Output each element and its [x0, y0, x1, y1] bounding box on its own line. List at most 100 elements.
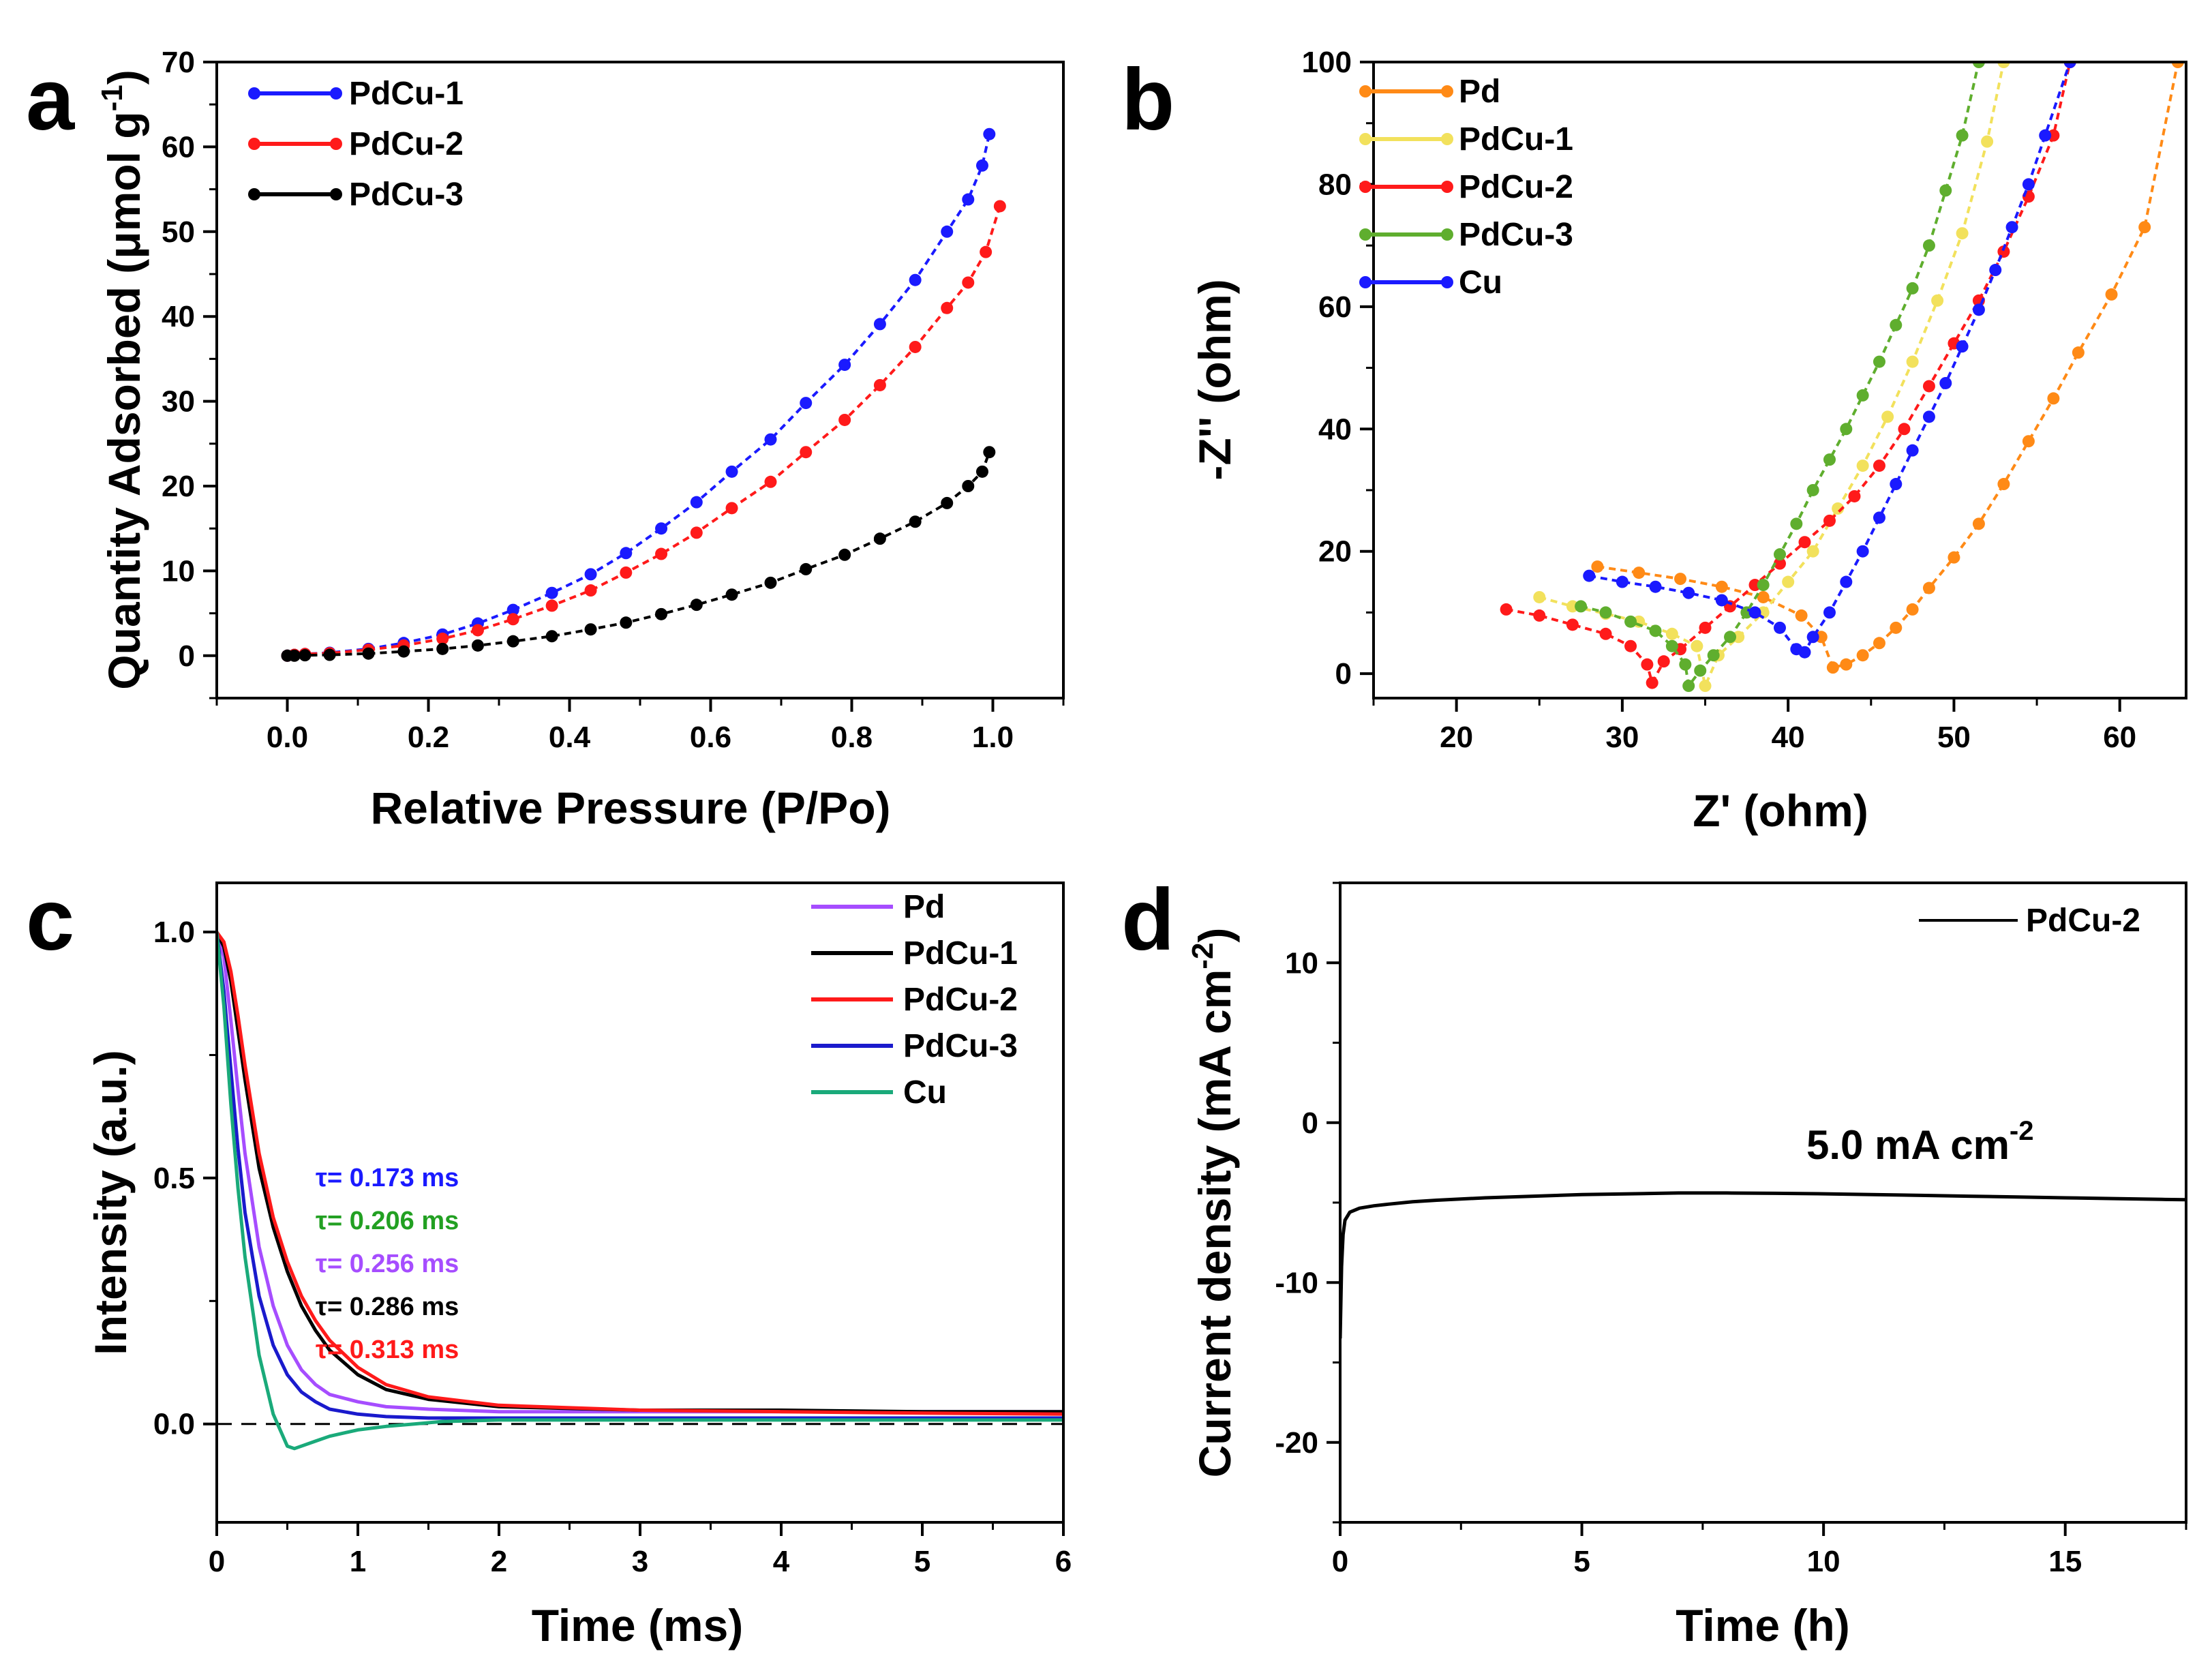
y-tick-label: 20 [1318, 535, 1352, 569]
legend-label: PdCu-2 [2026, 903, 2140, 939]
x-tick-label: 60 [2103, 721, 2136, 754]
x-tick-label: 0 [209, 1545, 225, 1578]
x-tick-label: 5 [1573, 1545, 1590, 1578]
data-point [1873, 459, 1885, 472]
x-tick-label: 6 [1055, 1545, 1072, 1578]
data-point [2072, 346, 2085, 359]
data-point [800, 562, 813, 575]
data-point [993, 200, 1006, 213]
data-point [1890, 478, 1903, 491]
data-point [1798, 646, 1811, 659]
data-point [1922, 239, 1935, 252]
panel-letter-a: a [26, 51, 75, 149]
y-tick-label: -20 [1275, 1426, 1318, 1460]
series-Cu [217, 931, 1063, 1451]
data-point [1840, 658, 1853, 671]
data-point [1906, 603, 1919, 616]
legend-marker [1441, 228, 1453, 241]
legend-label: PdCu-3 [903, 1028, 1018, 1064]
data-point [655, 522, 668, 535]
data-point [1665, 627, 1678, 640]
x-tick-label: 1.0 [972, 721, 1014, 754]
data-point [1633, 567, 1646, 579]
legend-marker [1359, 85, 1372, 97]
legend-label: PdCu-2 [1459, 169, 1573, 205]
y-tick-label: 100 [1302, 46, 1352, 79]
legend-marker [248, 188, 260, 200]
plot-frame [215, 61, 1065, 699]
series-line [1506, 62, 2072, 684]
legend-label: Pd [1459, 74, 1500, 110]
y-tick-label: 70 [162, 46, 195, 79]
data-point [983, 446, 996, 459]
data-point [1806, 545, 1819, 558]
legend-marker [330, 188, 342, 200]
data-point [1922, 582, 1935, 594]
data-point [909, 515, 922, 528]
x-tick-label: 15 [2048, 1545, 2082, 1578]
y-tick-label: -10 [1275, 1266, 1318, 1299]
data-point [873, 532, 886, 545]
data-point [1599, 627, 1612, 640]
data-point [545, 599, 558, 612]
data-point [1922, 380, 1935, 393]
data-point [1823, 453, 1836, 466]
data-point [1806, 631, 1819, 644]
panel-a: a 0.0 0.2 0.4 0.6 0.8 1.0 0 10 20 30 40 50 60 70 Relati… [26, 46, 1065, 833]
data-point [1724, 631, 1737, 644]
series-line [1588, 62, 2072, 654]
data-point [1782, 575, 1795, 588]
legend-label: PdCu-1 [349, 76, 464, 112]
data-point [1826, 661, 1839, 674]
legend: Pd PdCu-1 PdCu-2 PdCu-3 Cu [811, 889, 1018, 1111]
x-axis-title: Relative Pressure (P/Po) [371, 783, 891, 833]
data-point [1956, 129, 1969, 142]
data-point [909, 273, 922, 286]
lifetime-annotation: τ= 0.256 ms [316, 1250, 459, 1278]
x-axis-title: Time (ms) [532, 1600, 744, 1651]
legend-marker [1441, 181, 1453, 193]
data-point [620, 566, 633, 579]
data-point [980, 245, 993, 258]
legend-marker [248, 87, 260, 100]
data-point [1856, 459, 1869, 472]
data-point [1774, 548, 1786, 561]
x-tick-label: 1 [350, 1545, 366, 1578]
x-tick-label: 0.2 [408, 721, 449, 754]
data-point [1989, 264, 2002, 277]
plot-frame [1372, 61, 2187, 699]
y-axis-title-superscript: -1 [95, 85, 129, 111]
y-tick-label: 1.0 [153, 916, 195, 949]
data-point [1931, 294, 1944, 307]
y-axis-title: -Z'' (ohm) [1190, 279, 1240, 480]
data-point [1798, 536, 1811, 549]
panel-letter-d: d [1121, 871, 1175, 969]
legend-label: PdCu-1 [903, 935, 1018, 971]
data-point [2138, 221, 2151, 234]
data-point [975, 465, 988, 478]
x-tick-label: 0.4 [549, 721, 591, 754]
data-point [1715, 594, 1728, 607]
data-point [1641, 658, 1654, 671]
data-point [1832, 502, 1845, 515]
data-point [838, 359, 851, 372]
data-point [1922, 410, 1935, 423]
series-PdCu-3 [281, 446, 996, 662]
data-point [655, 607, 668, 620]
series-PdCu-2 [217, 931, 1063, 1416]
data-point [545, 630, 558, 643]
series-line [1340, 1191, 2186, 1339]
data-point [690, 526, 703, 539]
lifetime-annotation: τ= 0.173 ms [316, 1164, 459, 1192]
data-point [838, 413, 851, 426]
panel-letter-b: b [1121, 51, 1175, 149]
data-point [1856, 649, 1869, 662]
data-point [1881, 410, 1894, 423]
data-point [436, 642, 449, 655]
data-point [1873, 511, 1885, 524]
data-point [1679, 658, 1692, 671]
data-point [1599, 606, 1612, 619]
x-tick-label: 3 [632, 1545, 648, 1578]
y-axis-title: Intensity (a.u.) [85, 1050, 136, 1355]
series-line [287, 451, 991, 657]
